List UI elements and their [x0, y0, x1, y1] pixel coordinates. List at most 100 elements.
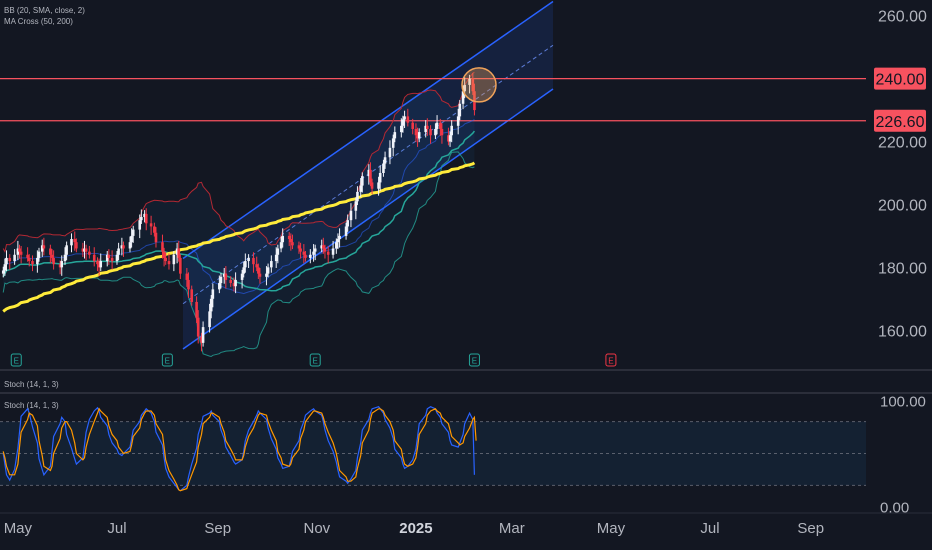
bb-indicator-label[interactable]: BB (20, SMA, close, 2): [4, 6, 85, 15]
candle-body[interactable]: [138, 220, 142, 230]
candle-body[interactable]: [13, 254, 16, 262]
candle-body[interactable]: [388, 147, 392, 158]
candle-body[interactable]: [391, 138, 395, 148]
candle-body[interactable]: [153, 226, 156, 233]
candle-body[interactable]: [37, 251, 41, 258]
candle-body[interactable]: [209, 298, 213, 312]
candle-body[interactable]: [448, 135, 452, 142]
candle-body[interactable]: [117, 248, 120, 255]
candle-body[interactable]: [313, 248, 317, 252]
candle-body[interactable]: [211, 289, 215, 299]
candle-body[interactable]: [84, 248, 88, 252]
candle-body[interactable]: [97, 264, 101, 268]
candle-body[interactable]: [208, 311, 211, 328]
candle-body[interactable]: [140, 217, 143, 221]
candle-body[interactable]: [244, 261, 247, 268]
earnings-marker[interactable]: [309, 353, 321, 367]
price-label-box-1[interactable]: [874, 109, 926, 132]
candle-body[interactable]: [187, 279, 190, 290]
candle-body[interactable]: [378, 172, 382, 183]
candle-body[interactable]: [440, 128, 444, 136]
candle-body[interactable]: [185, 273, 189, 280]
candle-body[interactable]: [40, 245, 44, 252]
earnings-marker[interactable]: [468, 353, 480, 367]
candle-body[interactable]: [287, 235, 291, 240]
candle-body[interactable]: [229, 279, 233, 284]
candle-body[interactable]: [411, 122, 414, 129]
candle-body[interactable]: [105, 254, 109, 262]
candle-body[interactable]: [27, 257, 31, 262]
candle-body[interactable]: [172, 254, 176, 265]
candle-body[interactable]: [463, 84, 466, 92]
candle-body[interactable]: [414, 128, 418, 136]
candle-body[interactable]: [81, 248, 85, 252]
candle-body[interactable]: [382, 163, 385, 173]
candle-body[interactable]: [128, 242, 132, 249]
candle-body[interactable]: [8, 257, 12, 262]
candle-body[interactable]: [63, 254, 67, 262]
candle-body[interactable]: [200, 336, 203, 343]
candle-body[interactable]: [96, 261, 99, 265]
candle-body[interactable]: [83, 248, 86, 252]
candle-body[interactable]: [18, 248, 21, 252]
candle-body[interactable]: [377, 182, 380, 189]
candle-body[interactable]: [312, 251, 315, 255]
candle-body[interactable]: [450, 125, 453, 136]
earnings-marker[interactable]: [161, 353, 173, 367]
candle-body[interactable]: [5, 257, 8, 265]
candle-body[interactable]: [144, 213, 148, 224]
candle-body[interactable]: [370, 182, 374, 189]
candle-body[interactable]: [338, 235, 341, 240]
candle-body[interactable]: [247, 257, 250, 262]
ma-cross-indicator-label[interactable]: MA Cross (50, 200): [4, 17, 73, 26]
candle-body[interactable]: [299, 248, 302, 252]
candle-body[interactable]: [88, 251, 91, 255]
candle-body[interactable]: [289, 239, 293, 243]
candle-body[interactable]: [167, 261, 171, 265]
candle-body[interactable]: [426, 125, 429, 129]
candle-body[interactable]: [179, 257, 182, 274]
candle-body[interactable]: [92, 254, 96, 262]
candle-body[interactable]: [383, 157, 387, 164]
candle-body[interactable]: [49, 248, 52, 255]
candle-body[interactable]: [349, 210, 353, 221]
candle-body[interactable]: [120, 245, 124, 249]
stoch-indicator-label-bottom[interactable]: Stoch (14, 1, 3): [4, 401, 59, 410]
candle-body[interactable]: [354, 201, 358, 211]
candle-body[interactable]: [52, 257, 55, 265]
candle-body[interactable]: [110, 257, 114, 262]
candle-body[interactable]: [65, 245, 68, 255]
candle-body[interactable]: [115, 254, 119, 262]
price-label-box-0[interactable]: [874, 67, 926, 90]
candle-body[interactable]: [195, 301, 198, 318]
candle-body[interactable]: [367, 169, 371, 177]
candle-body[interactable]: [403, 116, 406, 120]
candle-body[interactable]: [326, 251, 330, 255]
candle-body[interactable]: [252, 257, 255, 265]
candle-body[interactable]: [177, 248, 181, 258]
candle-body[interactable]: [255, 264, 259, 268]
candle-body[interactable]: [309, 254, 312, 258]
candle-body[interactable]: [257, 267, 260, 274]
candle-body[interactable]: [429, 128, 432, 136]
candle-body[interactable]: [434, 128, 437, 136]
candle-body[interactable]: [266, 267, 270, 274]
candle-body[interactable]: [175, 248, 179, 255]
candle-body[interactable]: [16, 248, 20, 255]
candle-body[interactable]: [344, 226, 348, 236]
channel-lower-line[interactable]: [182, 88, 554, 350]
candle-body[interactable]: [270, 261, 273, 268]
candle-body[interactable]: [369, 169, 372, 183]
candle-body[interactable]: [36, 257, 39, 265]
candle-body[interactable]: [196, 317, 200, 337]
candle-body[interactable]: [356, 191, 359, 202]
candle-body[interactable]: [361, 176, 364, 186]
earnings-marker[interactable]: [10, 353, 22, 367]
candle-body[interactable]: [161, 242, 164, 252]
candle-body[interactable]: [400, 125, 403, 133]
candle-body[interactable]: [456, 116, 460, 126]
candle-body[interactable]: [224, 273, 228, 280]
candle-body[interactable]: [323, 248, 327, 252]
candle-body[interactable]: [70, 239, 73, 246]
